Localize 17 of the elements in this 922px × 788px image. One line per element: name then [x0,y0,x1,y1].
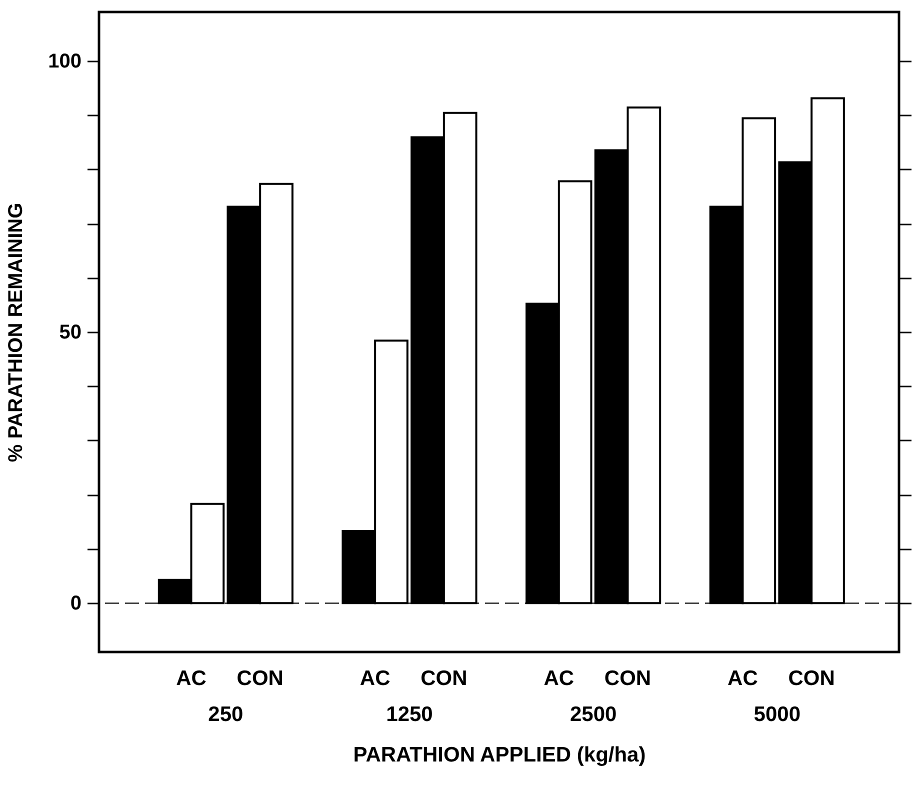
text: 1250 [386,703,433,726]
x-axis-title: PARATHION APPLIED (kg/ha) [353,744,646,766]
text: 2500 [570,703,617,726]
x-tick-label: CON [236,667,284,690]
x-tick-label: CON [788,667,835,690]
y-tick-label: 50 [59,322,82,344]
text: 250 [208,703,244,726]
y-tick-label: 100 [48,50,82,72]
y-axis-title: % PARATHION REMAINING [5,202,28,462]
x-tick-label: CON [420,667,468,690]
text: 5000 [754,703,800,726]
x-tick-label: AC [360,667,390,690]
x-tick-label: AC [728,667,758,690]
x-tick-label: AC [544,667,574,690]
x-tick-label: CON [604,667,652,690]
x-tick-label: AC [176,667,206,690]
y-tick-label: 0 [70,592,82,615]
